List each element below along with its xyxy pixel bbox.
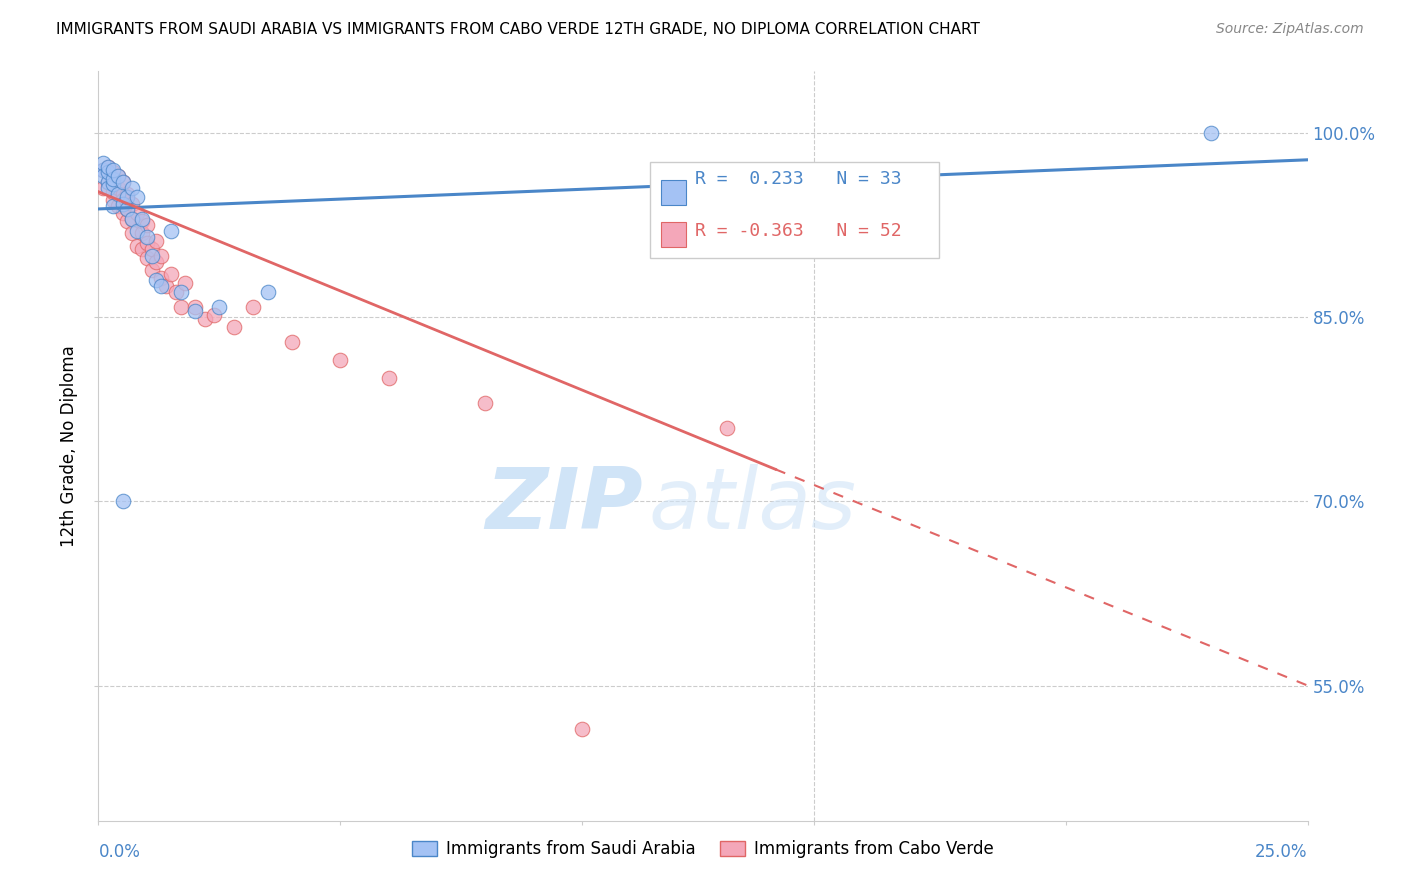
Point [194,312,217,326]
Text: R =  0.233   N = 33: R = 0.233 N = 33 [695,170,901,188]
Point [131,227,153,241]
Text: atlas: atlas [648,465,856,548]
Point [169,300,191,314]
Point [117,214,139,228]
Point [127,205,149,219]
Point [145,254,167,268]
Point [1199,126,1222,140]
Point [97,175,120,189]
Y-axis label: 12th Grade, No Diploma: 12th Grade, No Diploma [60,345,79,547]
Point [377,371,399,385]
Point [145,234,167,248]
Legend: Immigrants from Saudi Arabia, Immigrants from Cabo Verde: Immigrants from Saudi Arabia, Immigrants… [406,833,1000,864]
Point [111,205,134,219]
Point [97,181,120,195]
Point [91,162,114,177]
Point [121,181,143,195]
Point [91,162,114,177]
Point [107,187,129,202]
Point [101,199,124,213]
Point [329,353,352,368]
Text: IMMIGRANTS FROM SAUDI ARABIA VS IMMIGRANTS FROM CABO VERDE 12TH GRADE, NO DIPLOM: IMMIGRANTS FROM SAUDI ARABIA VS IMMIGRAN… [56,22,980,37]
Point [91,169,114,183]
Point [111,494,134,508]
Point [165,285,187,300]
Point [135,230,157,244]
Point [101,178,124,192]
Text: ZIP: ZIP [485,465,643,548]
Point [184,304,207,318]
Point [141,249,163,263]
Point [135,236,157,251]
Point [150,279,173,293]
Point [97,175,120,189]
Point [107,169,129,183]
Text: 25.0%: 25.0% [1256,843,1308,861]
Point [571,722,593,736]
Point [121,211,143,226]
Point [111,194,134,208]
Point [101,172,124,186]
Point [135,251,157,265]
Point [117,189,139,203]
Point [101,165,124,179]
Point [141,263,163,277]
Point [222,319,245,334]
Text: Source: ZipAtlas.com: Source: ZipAtlas.com [1216,22,1364,37]
Point [150,270,173,285]
Point [111,175,134,189]
Point [204,308,226,322]
Point [208,300,231,314]
Point [117,202,139,216]
Point [242,300,264,314]
Point [184,300,207,314]
Point [91,156,114,170]
Point [97,160,120,174]
Point [101,162,124,177]
Point [97,165,120,179]
Point [174,276,197,290]
Point [127,224,149,238]
Point [127,189,149,203]
Point [97,160,120,174]
Point [141,243,163,257]
Point [121,227,143,241]
Point [131,211,153,226]
Point [107,181,129,195]
Text: 0.0%: 0.0% [98,843,141,861]
Point [155,279,177,293]
Point [107,169,129,183]
Point [111,187,134,202]
Point [101,194,124,208]
Point [111,197,134,211]
Point [160,224,183,238]
Point [256,285,278,300]
Point [101,178,124,192]
Point [135,218,157,232]
Point [127,239,149,253]
Point [121,211,143,226]
Point [169,285,191,300]
Point [117,187,139,202]
Point [160,267,183,281]
Text: R = -0.363   N = 52: R = -0.363 N = 52 [695,222,901,240]
Point [101,185,124,199]
Point [91,181,114,195]
Point [150,249,173,263]
Point [121,197,143,211]
Point [145,273,167,287]
Point [131,214,153,228]
Point [281,334,304,349]
Point [474,396,496,410]
Point [131,243,153,257]
Point [117,202,139,216]
Point [107,199,129,213]
Point [111,175,134,189]
Point [716,420,738,434]
Point [117,199,139,213]
